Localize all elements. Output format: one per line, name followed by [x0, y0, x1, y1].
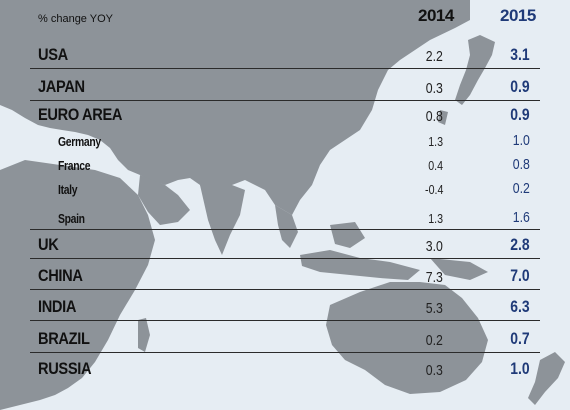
value-2014: 0.3	[425, 362, 443, 379]
value-2015: 7.0	[510, 266, 530, 285]
table-row: Spain 1.3 1.6	[30, 200, 540, 230]
table-row: France 0.4 0.8	[30, 152, 540, 176]
japan-landmass	[455, 35, 495, 105]
value-2014: 0.8	[425, 108, 443, 125]
value-2015: 0.9	[510, 77, 530, 96]
value-2015: 3.1	[510, 45, 530, 64]
value-2015: 0.2	[512, 180, 530, 197]
row-label: Italy	[58, 182, 78, 197]
row-label: INDIA	[38, 297, 77, 316]
table-row: Germany 1.3 1.0	[30, 128, 540, 152]
new-zealand-landmass	[528, 352, 565, 405]
value-2014: 0.4	[428, 158, 443, 173]
value-2015: 6.3	[510, 297, 530, 316]
value-2015: 2.8	[510, 235, 530, 254]
row-label: BRAZIL	[38, 329, 90, 348]
row-label: CHINA	[38, 266, 83, 285]
value-2015: 0.9	[510, 105, 530, 124]
indonesia-landmass	[300, 250, 420, 280]
value-2015: 0.8	[512, 156, 530, 173]
value-2014: 5.3	[425, 300, 443, 317]
table-row: USA 2.2 3.1	[30, 37, 540, 69]
value-2014: 2.2	[425, 48, 443, 65]
table-row: RUSSIA 0.3 1.0	[30, 352, 540, 382]
india-landmass	[200, 185, 245, 255]
value-2015: 0.7	[510, 329, 530, 348]
pacific-island-landmass	[438, 110, 448, 125]
new-guinea-landmass	[430, 258, 488, 280]
southeast-asia-landmass	[275, 205, 298, 248]
value-2014: -0.4	[424, 182, 443, 197]
table-row: EURO AREA 0.8 0.9	[30, 100, 540, 128]
value-2015: 1.0	[512, 132, 530, 149]
africa-landmass	[0, 160, 155, 410]
table-row: INDIA 5.3 6.3	[30, 289, 540, 321]
arabia-landmass	[138, 175, 190, 225]
australia-landmass	[326, 282, 488, 394]
value-2014: 0.3	[425, 80, 443, 97]
table-row: Italy -0.4 0.2	[30, 176, 540, 200]
row-label: Germany	[58, 134, 101, 149]
row-label: EURO AREA	[38, 105, 123, 124]
row-label: JAPAN	[38, 77, 85, 96]
table-row: JAPAN 0.3 0.9	[30, 69, 540, 101]
borneo-landmass	[330, 222, 365, 248]
value-2015: 1.6	[512, 209, 530, 226]
value-2014: 3.0	[425, 238, 443, 255]
column-header-2014: 2014	[418, 6, 454, 25]
row-label: UK	[38, 235, 59, 254]
table-row: UK 3.0 2.8	[30, 229, 540, 259]
table-row: BRAZIL 0.2 0.7	[30, 320, 540, 353]
value-2014: 0.2	[425, 332, 443, 349]
row-label: RUSSIA	[38, 359, 92, 378]
row-label: Spain	[58, 211, 85, 226]
row-label: France	[58, 158, 91, 173]
table-row: CHINA 7.3 7.0	[30, 258, 540, 290]
madagascar-landmass	[138, 318, 150, 352]
value-2015: 1.0	[510, 359, 530, 378]
eurasia-landmass	[0, 0, 470, 215]
column-header-2015: 2015	[500, 6, 536, 25]
unit-label: % change YOY	[38, 13, 114, 25]
value-2014: 7.3	[425, 269, 443, 286]
row-label: USA	[38, 45, 68, 64]
value-2014: 1.3	[428, 211, 443, 226]
value-2014: 1.3	[428, 134, 443, 149]
